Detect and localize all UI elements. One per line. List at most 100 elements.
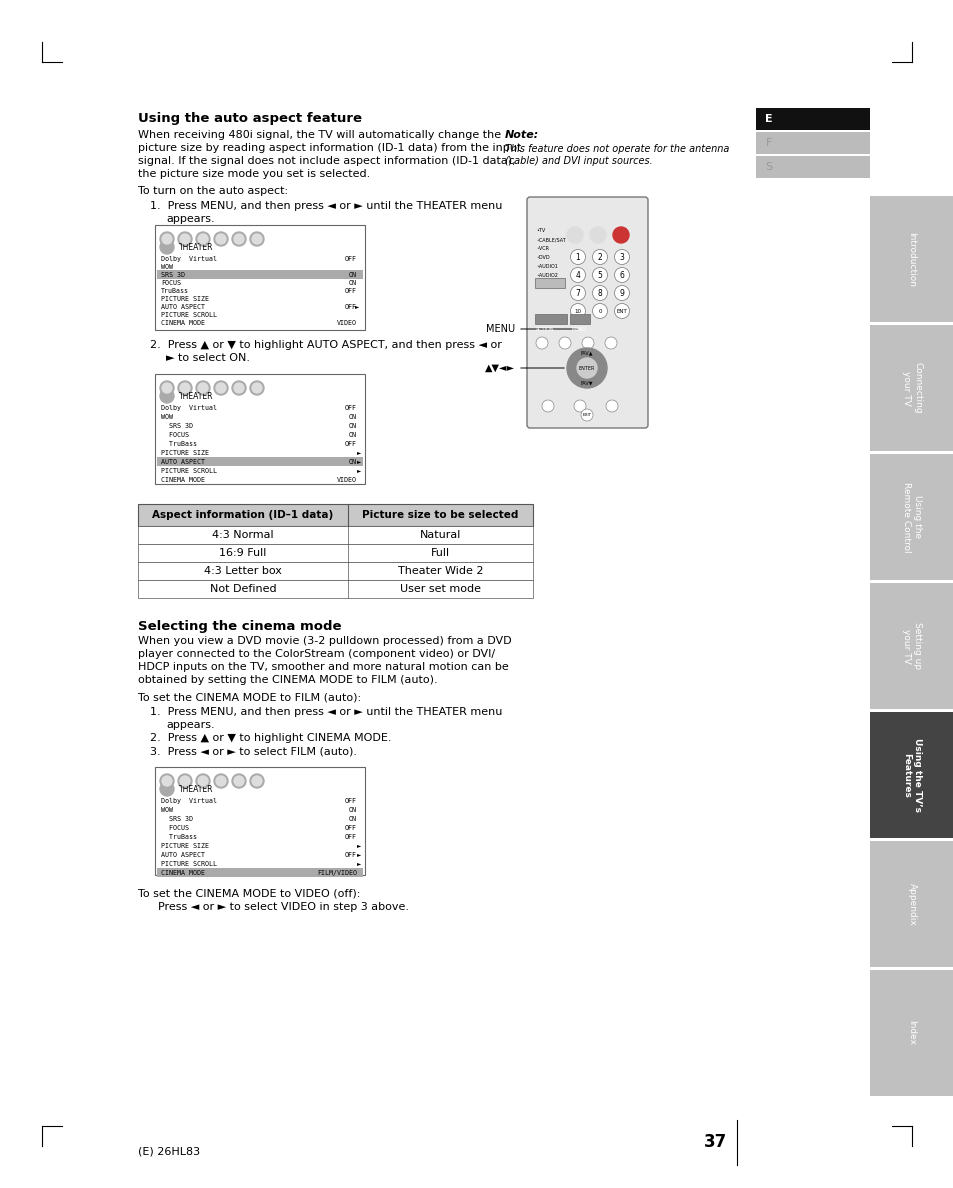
- Circle shape: [570, 285, 585, 301]
- Text: WOW: WOW: [161, 807, 172, 813]
- Circle shape: [577, 358, 597, 378]
- Circle shape: [232, 381, 246, 394]
- Bar: [755, 156, 781, 178]
- FancyBboxPatch shape: [526, 197, 647, 428]
- Circle shape: [233, 776, 244, 786]
- Circle shape: [180, 776, 190, 786]
- Text: MENU: MENU: [572, 327, 586, 331]
- Bar: [138, 504, 533, 526]
- Text: obtained by setting the CINEMA MODE to FILM (auto).: obtained by setting the CINEMA MODE to F…: [138, 675, 437, 685]
- Text: 4:3 Normal: 4:3 Normal: [212, 530, 274, 541]
- Circle shape: [162, 383, 172, 393]
- Text: Dolby  Virtual: Dolby Virtual: [161, 405, 216, 411]
- Circle shape: [160, 240, 173, 254]
- Circle shape: [570, 303, 585, 318]
- Text: Dolby  Virtual: Dolby Virtual: [161, 255, 216, 263]
- Text: Using the
Remote Control: Using the Remote Control: [901, 481, 922, 552]
- Text: 1.  Press MENU, and then press ◄ or ► until the THEATER menu: 1. Press MENU, and then press ◄ or ► unt…: [150, 201, 502, 211]
- Text: Using the TV’s
Features: Using the TV’s Features: [901, 738, 922, 813]
- Circle shape: [250, 232, 264, 246]
- Text: FOCUS: FOCUS: [161, 432, 189, 438]
- Circle shape: [613, 227, 628, 244]
- Text: ◦DVD: ◦DVD: [536, 255, 549, 260]
- Text: Full: Full: [431, 548, 450, 558]
- Text: ►: ►: [356, 460, 360, 465]
- Text: FOCUS: FOCUS: [161, 280, 181, 286]
- Text: ◦AUDIO1: ◦AUDIO1: [536, 264, 558, 268]
- Circle shape: [178, 381, 192, 394]
- Text: OFF: OFF: [345, 255, 356, 263]
- Circle shape: [213, 381, 228, 394]
- Text: AUTO ASPECT: AUTO ASPECT: [161, 304, 205, 310]
- Text: To turn on the auto aspect:: To turn on the auto aspect:: [138, 187, 288, 196]
- Text: ENTER: ENTER: [578, 366, 595, 371]
- Circle shape: [252, 234, 262, 244]
- Text: FILM/VIDEO: FILM/VIDEO: [316, 870, 356, 876]
- Text: E: E: [764, 114, 772, 124]
- Circle shape: [614, 249, 629, 265]
- Bar: [154, 225, 365, 330]
- Text: 8: 8: [597, 289, 601, 297]
- Text: ◦VCR: ◦VCR: [536, 246, 548, 251]
- Text: ON: ON: [349, 816, 356, 822]
- Bar: [781, 156, 869, 178]
- Text: 4: 4: [575, 271, 579, 279]
- Circle shape: [198, 776, 208, 786]
- Text: 3.  Press ◄ or ► to select FILM (auto).: 3. Press ◄ or ► to select FILM (auto).: [150, 746, 356, 756]
- Circle shape: [178, 775, 192, 788]
- Circle shape: [232, 232, 246, 246]
- Text: ► to select ON.: ► to select ON.: [166, 353, 250, 364]
- Circle shape: [160, 388, 173, 403]
- Text: ON: ON: [349, 807, 356, 813]
- Text: •TV: •TV: [536, 228, 545, 233]
- Circle shape: [574, 400, 585, 412]
- Text: 1: 1: [575, 253, 579, 261]
- Circle shape: [215, 776, 226, 786]
- Bar: [781, 132, 869, 154]
- Bar: [755, 108, 781, 129]
- Text: SRS 3D: SRS 3D: [161, 272, 185, 278]
- Text: FAV▲: FAV▲: [580, 350, 593, 355]
- Text: Connecting
your TV: Connecting your TV: [901, 362, 922, 413]
- Text: appears.: appears.: [166, 720, 214, 729]
- Bar: [138, 580, 533, 598]
- Text: the picture size mode you set is selected.: the picture size mode you set is selecte…: [138, 169, 370, 179]
- Text: PICTURE SIZE: PICTURE SIZE: [161, 450, 209, 456]
- Text: Press ◄ or ► to select VIDEO in step 3 above.: Press ◄ or ► to select VIDEO in step 3 a…: [158, 902, 409, 912]
- Text: SRS 3D: SRS 3D: [161, 816, 193, 822]
- Text: PICTURE SCROLL: PICTURE SCROLL: [161, 468, 216, 474]
- Text: ON: ON: [349, 432, 356, 438]
- Text: ON: ON: [349, 280, 356, 286]
- Bar: [535, 314, 566, 324]
- Text: 16:9 Full: 16:9 Full: [219, 548, 267, 558]
- Text: CINEMA MODE: CINEMA MODE: [161, 320, 205, 326]
- Circle shape: [604, 337, 617, 349]
- Bar: [755, 132, 781, 154]
- Text: AUTO ASPECT: AUTO ASPECT: [161, 459, 205, 465]
- Bar: [138, 544, 533, 562]
- Bar: [869, 326, 953, 451]
- Text: HDCP inputs on the TV, smoother and more natural motion can be: HDCP inputs on the TV, smoother and more…: [138, 662, 508, 672]
- Text: 6: 6: [618, 271, 624, 279]
- Text: ON: ON: [349, 413, 356, 421]
- Bar: [157, 270, 363, 279]
- Circle shape: [162, 776, 172, 786]
- Bar: [869, 583, 953, 709]
- Text: ON: ON: [349, 459, 356, 465]
- Text: PICTURE SIZE: PICTURE SIZE: [161, 843, 209, 849]
- Text: F: F: [765, 138, 771, 148]
- Circle shape: [195, 775, 210, 788]
- Text: OFF: OFF: [345, 824, 356, 830]
- Text: ►: ►: [356, 853, 360, 858]
- Text: 2: 2: [597, 253, 601, 261]
- Circle shape: [592, 285, 607, 301]
- Bar: [535, 278, 564, 287]
- Text: (E) 26HL83: (E) 26HL83: [138, 1146, 200, 1157]
- Text: THEATER: THEATER: [179, 242, 213, 252]
- Bar: [869, 454, 953, 580]
- Text: 9: 9: [618, 289, 624, 297]
- Text: 2.  Press ▲ or ▼ to highlight AUTO ASPECT, and then press ◄ or: 2. Press ▲ or ▼ to highlight AUTO ASPECT…: [150, 340, 501, 350]
- Text: ACTION: ACTION: [536, 327, 554, 331]
- Bar: [781, 108, 869, 129]
- Circle shape: [160, 381, 173, 394]
